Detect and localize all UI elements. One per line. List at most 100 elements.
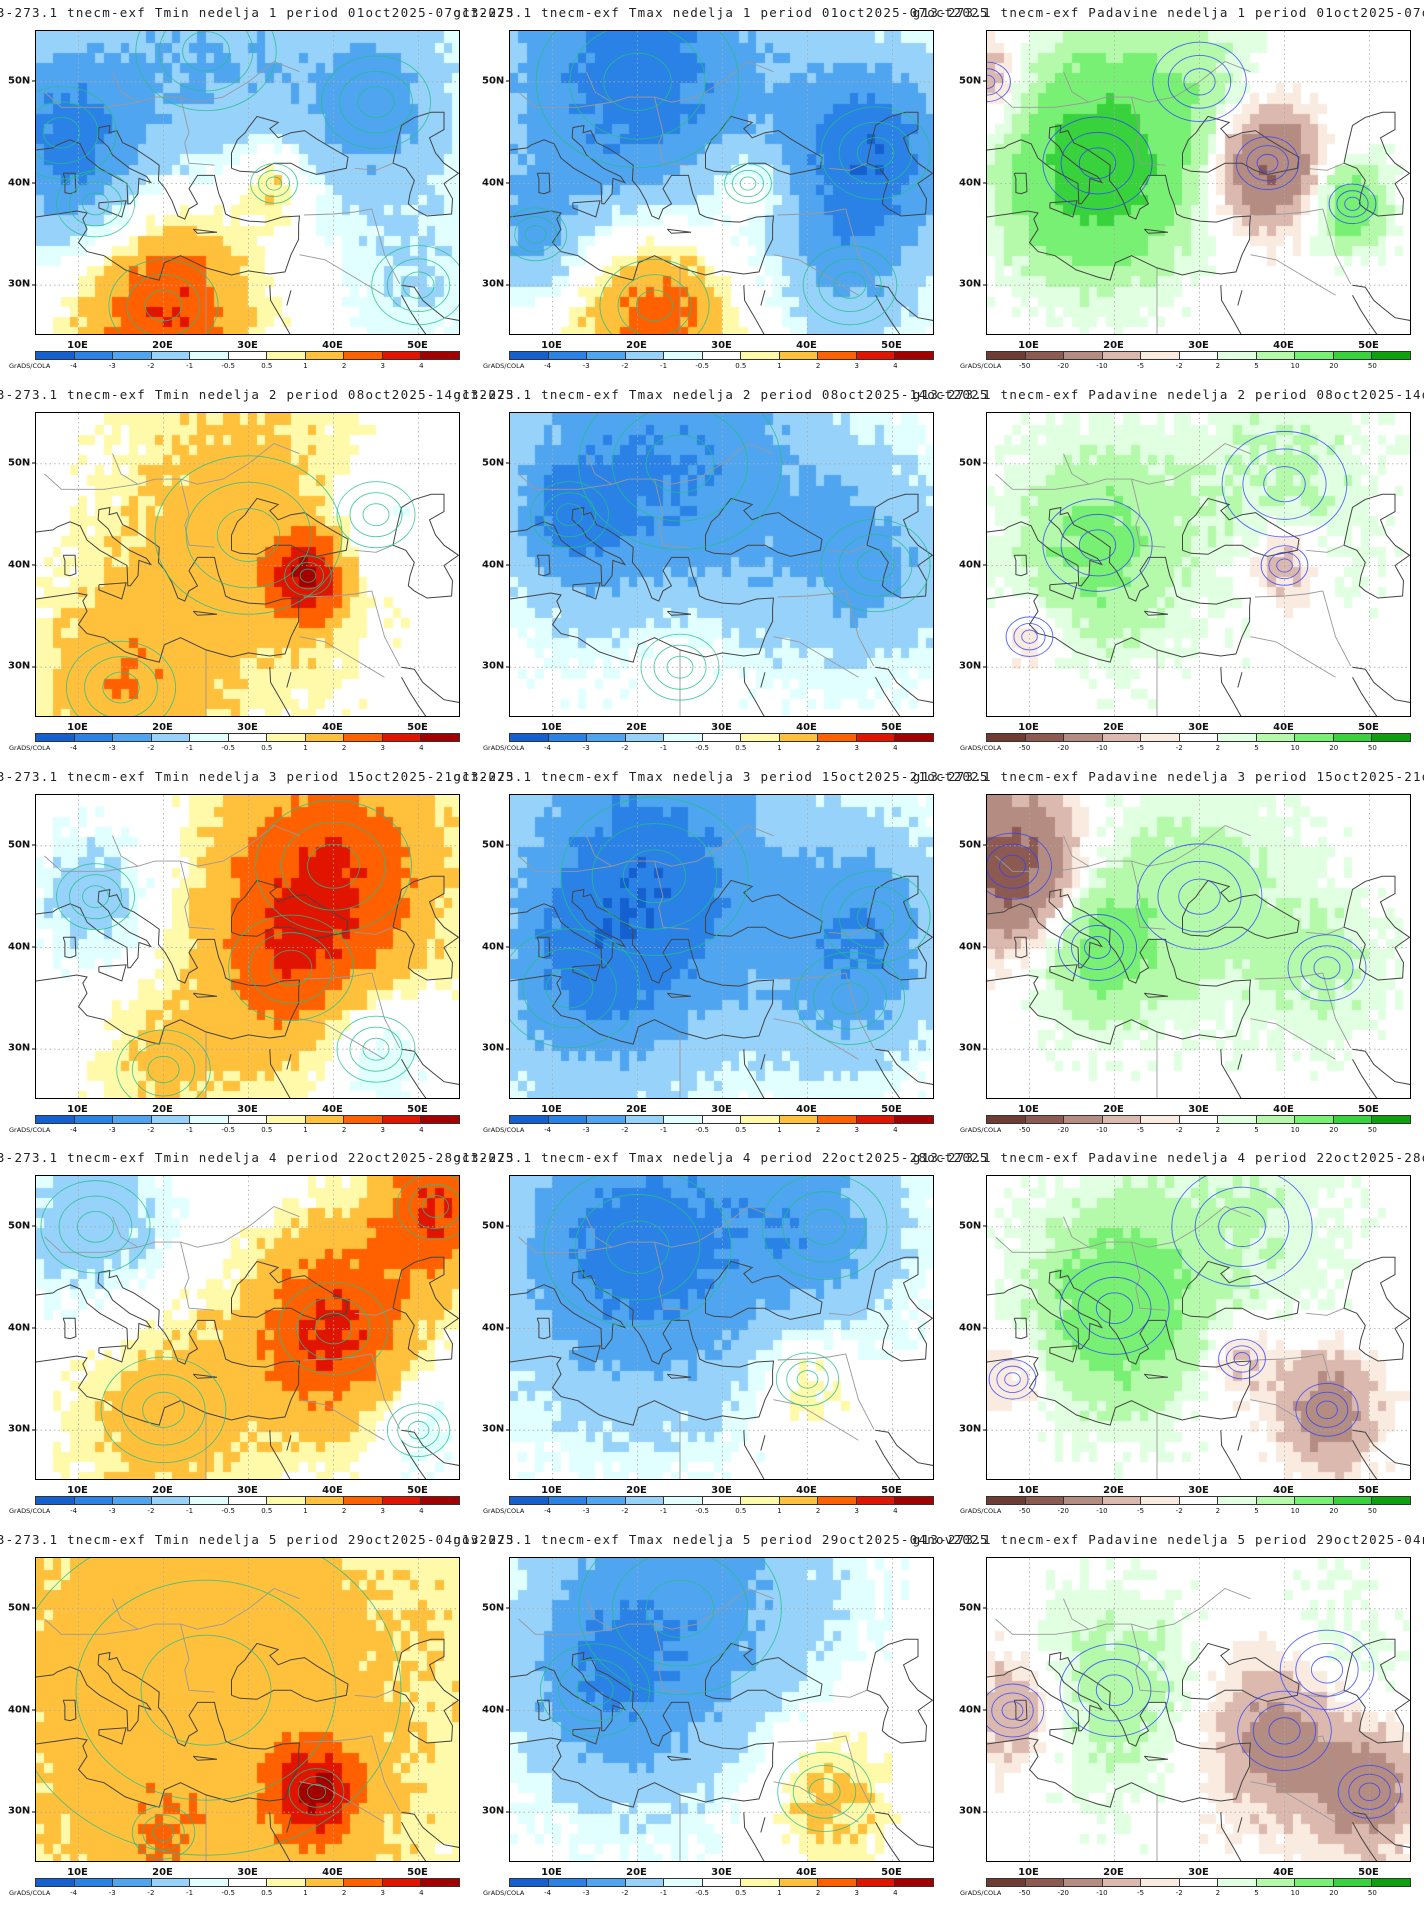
coastline — [401, 295, 427, 334]
grads-branding: GrADS/COLA — [483, 1889, 525, 1897]
contour-line — [775, 1352, 840, 1407]
colorbar-swatch — [1179, 1116, 1219, 1123]
coastline — [1343, 875, 1410, 981]
contour-line — [522, 948, 617, 1029]
colorbar-label: -2 — [621, 362, 629, 370]
coastline — [392, 1256, 459, 1362]
lon-tick-label: 30E — [237, 340, 258, 351]
colorbar-label: -50 — [1018, 1507, 1031, 1515]
lon-tick-label: 30E — [237, 722, 258, 733]
map-panel-tmax-week-1: g13-273.1 tnecm-exf Tmax nedelja 1 perio… — [453, 0, 987, 381]
colorbar-label: -1 — [186, 744, 194, 752]
colorbar-swatch — [779, 1116, 819, 1123]
coastline — [1352, 1440, 1378, 1479]
coastline — [666, 1755, 692, 1761]
coastline — [269, 1812, 291, 1861]
coastline — [392, 111, 459, 217]
colorbar-swatch — [587, 1116, 626, 1123]
colorbar-label: 0.5 — [261, 362, 273, 370]
colorbar-swatch — [1025, 734, 1065, 741]
lat-tick-label: 50N — [959, 1220, 988, 1232]
country-border — [299, 1399, 385, 1441]
coastline — [705, 497, 823, 557]
coastline — [743, 285, 765, 334]
contour-line — [1295, 1642, 1359, 1697]
panel-title: g13-273.1 tnecm-exf Tmax nedelja 2 perio… — [453, 387, 989, 402]
colorbar-label: -1 — [660, 1126, 668, 1134]
coastline — [269, 667, 291, 716]
coastline — [231, 879, 349, 939]
colorbar-swatch — [1372, 1497, 1411, 1504]
coastline — [760, 1817, 766, 1833]
country-border — [1131, 96, 1166, 166]
country-border — [654, 860, 689, 930]
coastline — [866, 1638, 933, 1744]
map-area — [35, 1557, 460, 1862]
contour-line — [987, 61, 1011, 103]
lat-tick-label: 30N — [482, 1805, 511, 1817]
lon-tick-label: 40E — [322, 1104, 343, 1115]
grads-branding: GrADS/COLA — [483, 1126, 525, 1134]
country-border — [1254, 1735, 1323, 1743]
colorbar-swatch — [151, 1879, 191, 1886]
map-area — [509, 1557, 934, 1862]
colorbar-swatch — [1141, 734, 1180, 741]
colorbar-swatch — [113, 734, 152, 741]
coastline — [1013, 554, 1028, 577]
colorbar-swatch — [305, 1116, 345, 1123]
colorbar — [509, 733, 934, 742]
colorbar-swatch — [702, 1497, 742, 1504]
contour-line — [514, 216, 557, 253]
panel-title: g13-273.1 tnecm-exf Padavine nedelja 2 p… — [912, 387, 1424, 402]
colorbar-label: 50 — [1367, 1889, 1377, 1897]
country-border — [845, 208, 875, 285]
contour-line — [599, 258, 710, 334]
contour-line — [543, 1176, 732, 1327]
colorbar-swatch — [510, 1497, 549, 1504]
lon-tick-label: 50E — [881, 1104, 902, 1115]
colorbar-swatch — [267, 1879, 306, 1886]
grads-branding: GrADS/COLA — [483, 744, 525, 752]
coastline — [760, 290, 766, 306]
country-border — [1305, 926, 1345, 935]
coastline — [875, 1440, 901, 1479]
colorbar-label: 2 — [1215, 362, 1221, 370]
country-border — [44, 1587, 300, 1635]
contour-line — [36, 101, 99, 164]
contour-line — [792, 1764, 857, 1819]
country-border — [371, 208, 401, 285]
colorbar-swatch — [1256, 1879, 1296, 1886]
colorbar-swatch — [305, 352, 345, 359]
colorbar-label: 1 — [303, 1889, 308, 1897]
lat-tick-label: 40N — [482, 1322, 511, 1333]
country-border — [845, 590, 875, 667]
panel-title: g13-273.1 tnecm-exf Tmin nedelja 5 perio… — [0, 1532, 515, 1547]
contour-line — [591, 823, 718, 930]
country-border — [112, 453, 139, 485]
colorbar-label: -4 — [70, 1126, 78, 1134]
contour-line — [121, 1374, 206, 1446]
colorbar-label: -1 — [660, 1507, 668, 1515]
coastline — [36, 506, 301, 663]
country-border — [586, 835, 613, 867]
lon-tick-label: 30E — [1188, 340, 1209, 351]
country-border — [1131, 1241, 1166, 1311]
lat-tick-label: 40N — [8, 177, 37, 188]
contour-line — [1246, 145, 1289, 182]
country-border — [1250, 1781, 1336, 1823]
country-border — [995, 1205, 1251, 1253]
lon-tick-label: 10E — [1018, 1867, 1039, 1878]
colorbar-label: -2 — [147, 1507, 155, 1515]
contour-line — [58, 1195, 133, 1259]
contour-line — [69, 181, 122, 227]
contour-line — [1313, 956, 1341, 980]
coastline — [987, 1651, 1252, 1808]
contour-line — [777, 1751, 872, 1832]
colorbar-label: -3 — [108, 362, 116, 370]
contour-line — [1268, 1717, 1301, 1745]
colorbar-swatch — [421, 734, 460, 741]
colorbar-swatch — [664, 1497, 703, 1504]
contour-line — [1237, 1690, 1332, 1771]
map-area — [509, 1175, 934, 1480]
country-border — [845, 1735, 875, 1812]
